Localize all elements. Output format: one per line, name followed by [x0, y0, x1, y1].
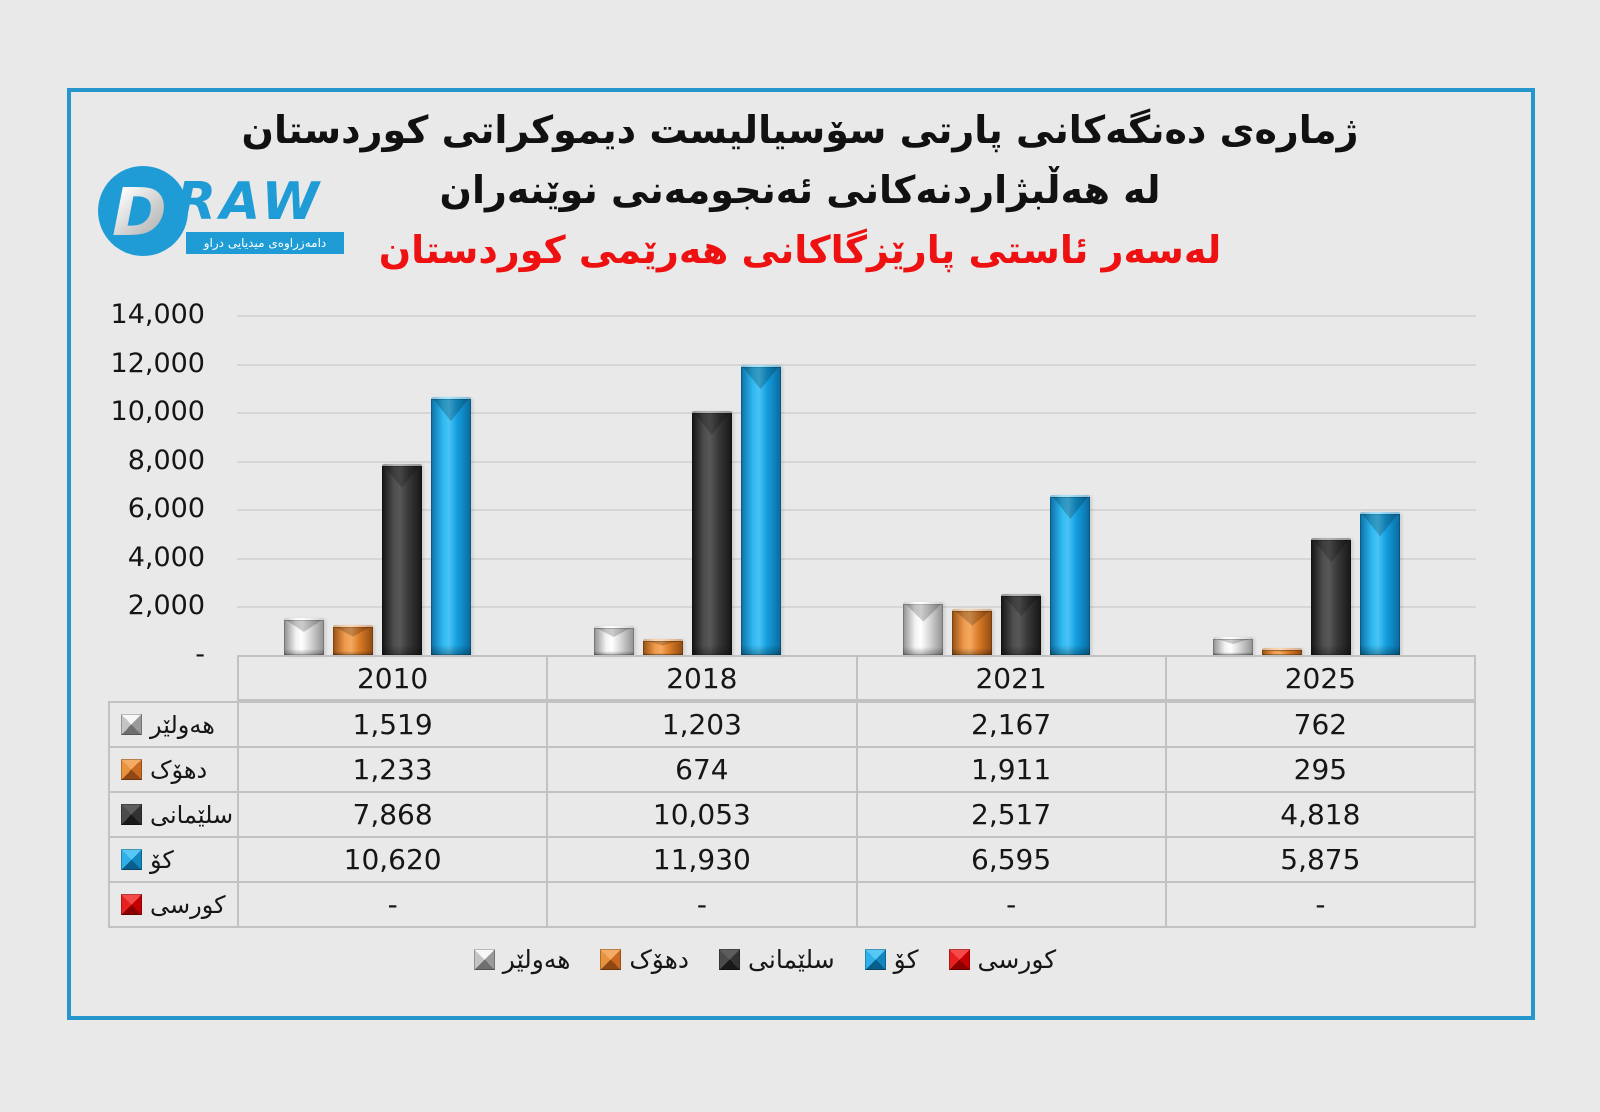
chart-title-block: ژمارەی دەنگەکانی پارتی سۆسیالیست دیموکرا… — [150, 100, 1450, 280]
legend-item-series-1: دهۆک — [600, 945, 689, 974]
bar-series3-2021 — [1050, 494, 1091, 656]
row-header-series-4: کورسی — [110, 883, 239, 928]
legend-label: سلێمانی — [748, 944, 835, 974]
y-axis-tick-label: 2,000 — [127, 590, 205, 622]
bar-series3-2025 — [1360, 512, 1401, 655]
legend-label: هەولێر — [502, 944, 571, 974]
legend-marker-icon — [473, 948, 495, 970]
bar-series1-2010 — [332, 625, 373, 655]
table-value-series2-2025: 4,818 — [1166, 793, 1476, 838]
bar-series2-2018 — [691, 410, 732, 656]
table-value-series4-2018: - — [548, 883, 858, 928]
gridline — [237, 460, 1476, 463]
y-axis-tick-label: 14,000 — [110, 299, 205, 330]
series-marker-icon — [121, 849, 142, 870]
table-value-series3-2021: 6,595 — [857, 838, 1167, 883]
year-header-cell-2010: 2010 — [239, 657, 549, 701]
bar-series1-2018 — [642, 638, 683, 656]
bar-series3-2010 — [430, 397, 471, 655]
series-name-label: کۆ — [150, 845, 174, 874]
bar-series0-2018 — [593, 625, 634, 656]
table-value-series4-2010: - — [239, 883, 549, 928]
legend-item-series-4: کورسی — [948, 944, 1057, 974]
row-header-series-3: کۆ — [110, 838, 239, 883]
plot-area — [237, 315, 1476, 656]
logo-wordmark: RAW — [176, 172, 323, 232]
logo-circle-icon — [98, 166, 188, 256]
table-value-series3-2010: 10,620 — [239, 838, 549, 883]
y-axis-tick-label: 12,000 — [110, 347, 205, 379]
y-axis-tick-label: 10,000 — [110, 396, 205, 428]
legend-marker-icon — [719, 948, 741, 970]
bar-series2-2010 — [381, 463, 422, 656]
table-value-series2-2018: 10,053 — [548, 793, 858, 838]
series-name-label: دهۆک — [150, 755, 208, 784]
row-header-series-1: دهۆک — [110, 748, 239, 793]
chart-title-line1: ژمارەی دەنگەکانی پارتی سۆسیالیست دیموکرا… — [241, 108, 1359, 152]
legend-item-series-3: کۆ — [864, 944, 919, 974]
bar-series3-2018 — [740, 365, 781, 655]
y-axis-tick-label: 6,000 — [127, 493, 205, 525]
y-axis-tick-label: 8,000 — [127, 444, 205, 476]
bar-series0-2010 — [283, 618, 324, 655]
table-year-header-row: 2010 2018 2021 2025 — [237, 655, 1476, 701]
series-name-label: هەولێر — [150, 710, 215, 739]
table-value-series1-2010: 1,233 — [239, 748, 549, 793]
data-table: هەولێر 1,519 1,203 2,167 762 دهۆک 1,233 674 1,91… — [108, 701, 1476, 928]
table-value-series3-2025: 5,875 — [1166, 838, 1476, 883]
draw-logo: D RAW دامەزراوەی میدیایی دراو — [98, 166, 348, 262]
series-marker-icon — [121, 714, 142, 735]
bar-series1-2025 — [1262, 647, 1303, 656]
series-name-label: سلێمانی — [150, 800, 234, 829]
legend-label: کۆ — [893, 944, 919, 974]
table-value-series4-2021: - — [857, 883, 1167, 928]
bar-series0-2021 — [903, 602, 944, 655]
bar-series2-2021 — [1001, 593, 1042, 656]
table-value-series2-2021: 2,517 — [857, 793, 1167, 838]
table-value-series0-2021: 2,167 — [857, 703, 1167, 748]
table-value-series0-2018: 1,203 — [548, 703, 858, 748]
chart-title-line2: له هەڵبژاردنەکانی ئەنجومەنی نوێنەران — [439, 168, 1161, 212]
logo-d-letter: D — [112, 168, 167, 258]
chart-legend: هەولێر دهۆک سلێمانی کۆ کورسی — [30, 936, 1500, 982]
row-header-series-0: هەولێر — [110, 703, 239, 748]
table-value-series2-2010: 7,868 — [239, 793, 549, 838]
logo-tagline: دامەزراوەی میدیایی دراو — [186, 232, 344, 254]
table-value-series4-2025: - — [1166, 883, 1476, 928]
year-header-cell-2018: 2018 — [548, 657, 858, 701]
gridline — [237, 509, 1476, 512]
bar-series2-2025 — [1311, 538, 1352, 655]
legend-marker-icon — [864, 948, 886, 970]
table-value-series1-2018: 674 — [548, 748, 858, 793]
gridline — [237, 315, 1476, 317]
gridline — [237, 412, 1476, 415]
year-header-cell-2025: 2025 — [1166, 657, 1476, 701]
series-name-label: کورسی — [150, 890, 226, 919]
table-value-series1-2025: 295 — [1166, 748, 1476, 793]
bar-series0-2025 — [1213, 636, 1254, 655]
y-axis-tick-label: - — [195, 639, 205, 670]
gridline — [237, 606, 1476, 609]
legend-label: کورسی — [977, 944, 1057, 974]
y-axis-tick-label: 4,000 — [127, 541, 205, 573]
series-marker-icon — [121, 759, 142, 780]
legend-marker-icon — [948, 948, 970, 970]
series-marker-icon — [121, 804, 142, 825]
legend-item-series-2: سلێمانی — [719, 945, 835, 974]
table-value-series0-2010: 1,519 — [239, 703, 549, 748]
legend-marker-icon — [600, 948, 622, 970]
legend-label: دهۆک — [629, 944, 690, 974]
table-value-series1-2021: 1,911 — [857, 748, 1167, 793]
gridline — [237, 363, 1476, 366]
table-value-series0-2025: 762 — [1166, 703, 1476, 748]
bar-series1-2021 — [952, 608, 993, 656]
year-header-cell-2021: 2021 — [857, 657, 1167, 701]
legend-item-series-0: هەولێر — [473, 944, 571, 974]
chart-title-line3: لەسەر ئاستی پارێزگاکانی هەرێمی کوردستان — [378, 228, 1222, 272]
table-value-series3-2018: 11,930 — [548, 838, 858, 883]
series-marker-icon — [121, 894, 142, 915]
gridline — [237, 557, 1476, 560]
row-header-series-2: سلێمانی — [110, 793, 239, 838]
